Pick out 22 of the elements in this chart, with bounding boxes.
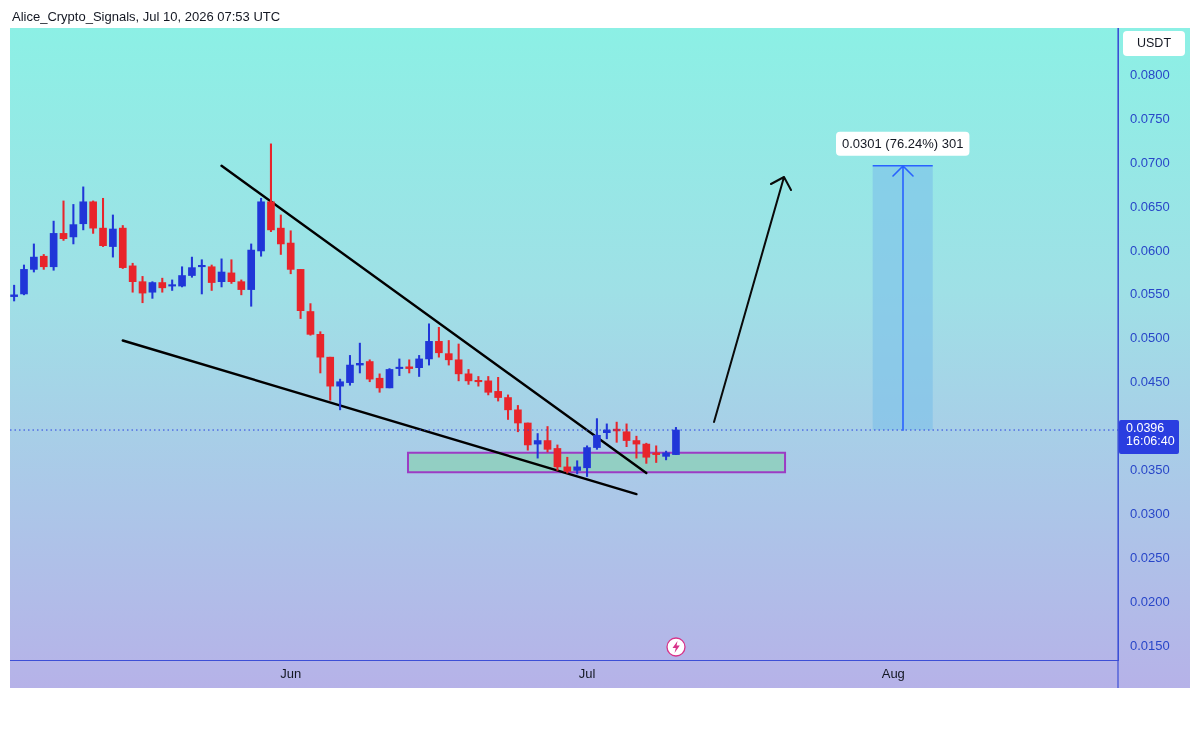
y-tick-label: 0.0750	[1130, 110, 1170, 126]
band-label: 0.0301 (76.24%) 301	[842, 135, 964, 151]
y-tick-label: 0.0600	[1130, 242, 1170, 258]
candlestick	[405, 359, 414, 374]
y-tick-label: 0.0300	[1130, 505, 1170, 521]
y-tick-label: 0.0650	[1130, 198, 1170, 214]
y-tick-label: 0.0350	[1130, 461, 1170, 477]
text: 16:06:40	[1126, 434, 1175, 449]
text: Alice_Crypto_Signals, Jul 10, 2026 07:53 UTC	[12, 9, 281, 25]
x-tick-label: Aug	[881, 666, 905, 682]
y-axis-title: USDT	[1136, 36, 1172, 51]
y-tick-label: 0.0500	[1130, 330, 1170, 346]
x-tick-label: Jul	[578, 666, 596, 682]
y-tick-label: 0.0700	[1130, 154, 1170, 170]
y-tick-label: 0.0150	[1130, 637, 1170, 653]
y-tick-label: 0.0250	[1130, 549, 1170, 565]
y-tick-label: 0.0550	[1130, 286, 1170, 302]
y-tick-label: 0.0450	[1130, 374, 1170, 390]
x-tick-label: Jun	[280, 666, 302, 682]
ref-line-label: 0.0396	[1126, 421, 1165, 436]
y-tick-label: 0.0800	[1130, 66, 1170, 82]
y-tick-label: 0.0200	[1130, 593, 1170, 609]
